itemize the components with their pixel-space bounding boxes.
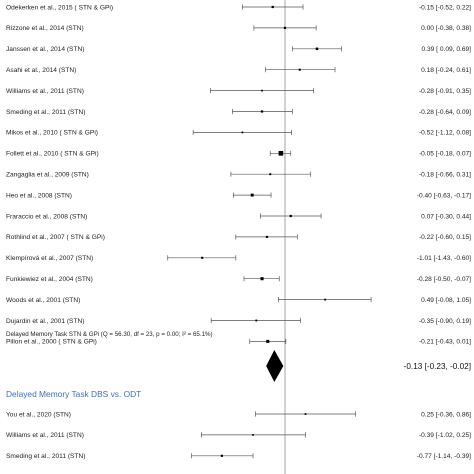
study-row: Fraraccio et al., 2008 (STN) 0.07 [-0.30,…: [6, 213, 471, 220]
study-point-estimate: [260, 110, 264, 113]
study-point-estimate: [283, 26, 287, 29]
study-row: Asahi et al., 2014 (STN) 0.18 [-0.24, 0.6…: [6, 67, 471, 74]
study-estimate-text: 0.07 [-0.30, 0.44]: [421, 213, 471, 220]
study-estimate-text: -0.28 [-0.50, -0.07]: [417, 276, 471, 283]
study-estimate-text: -0.05 [-0.18, 0.07]: [419, 151, 471, 158]
odt-study-estimate-text: 0.25 [-0.36, 0.86]: [421, 411, 471, 418]
study-point-estimate: [241, 131, 244, 134]
study-estimate-text: -0.22 [-0.60, 0.15]: [419, 234, 471, 241]
study-label: Klempírová et al., 2007 (STN): [6, 255, 93, 262]
study-row: Funkiewiez et al., 2004 (STN) -0.28 [-0.5…: [6, 276, 471, 283]
study-point-estimate: [298, 68, 301, 71]
study-point-estimate: [324, 298, 327, 301]
study-estimate-text: -0.40 [-0.63, -0.17]: [417, 192, 471, 199]
study-label: Pillon et al., 2000 ( STN & GPi): [6, 339, 97, 346]
study-point-estimate: [255, 319, 258, 322]
study-label: Dujardin et al., 2001 (STN): [6, 318, 84, 325]
study-point-estimate: [289, 214, 292, 218]
study-label: Mikos et al., 2010 ( STN & GPi): [6, 130, 98, 137]
study-estimate-text: -0.28 [-0.64, 0.09]: [419, 109, 471, 116]
study-estimate-text: -0.52 [-1.12, 0.08]: [419, 130, 471, 137]
study-estimate-text: -0.21 [-0.43, 0.01]: [419, 339, 471, 346]
study-row: Follett et al., 2010 ( STN & GPi) -0.05 […: [6, 151, 471, 158]
study-row: Klempírová et al., 2007 (STN) -1.01 [-1.4…: [6, 255, 471, 262]
summary-diamond: [266, 350, 284, 382]
study-estimate-text: -0.35 [-0.90, 0.19]: [419, 318, 471, 325]
study-estimate-text: 0.18 [-0.24, 0.61]: [421, 67, 471, 74]
study-row: Zangaglia et al., 2009 (STN) -0.18 [-0.66…: [6, 172, 471, 179]
study-label: Williams et al., 2011 (STN): [6, 88, 84, 95]
odt-study-point-estimate: [304, 413, 307, 415]
study-row: Janssen et al., 2014 (STN) 0.39 [ 0.09, 0…: [6, 46, 471, 53]
study-row: Smeding et al., 2011 (STN) -0.28 [-0.64, …: [6, 109, 471, 116]
study-point-estimate: [315, 47, 319, 51]
odt-study-label: You et al., 2020 (STN): [6, 411, 71, 418]
study-label: Heo et al., 2008 (STN): [6, 192, 72, 199]
summary-estimate-text: -0.13 [-0.23, -0.02]: [404, 362, 471, 371]
study-estimate-text: -0.18 [-0.66, 0.31]: [419, 172, 471, 179]
study-point-estimate: [269, 173, 272, 176]
odt-study-estimate-text: -0.39 [-1.02, 0.25]: [419, 432, 471, 439]
study-point-estimate: [250, 193, 254, 197]
odt-study-row: Smeding et al., 2011 (STN) -0.77 [-1.14, …: [6, 453, 471, 460]
study-label: Smeding et al., 2011 (STN): [6, 109, 85, 116]
study-point-estimate: [278, 151, 284, 156]
study-label: Rizzone et al., 2014 (STN): [6, 25, 84, 32]
summary-label: Delayed Memory Task STN & GPi (Q = 56.30…: [6, 331, 213, 338]
study-point-estimate: [271, 5, 274, 9]
study-row: Pillon et al., 2000 ( STN & GPi) -0.21 [-…: [6, 339, 471, 346]
study-estimate-text: -0.15 [-0.52, 0.22]: [419, 4, 471, 11]
odt-study-point-estimate: [220, 454, 223, 457]
study-row: Woods et al., 2001 (STN) 0.49 [-0.08, 1.0…: [6, 297, 471, 304]
study-row: Rizzone et al., 2014 (STN) 0.00 [-0.38, 0…: [6, 25, 471, 32]
study-row: Rothlind et al., 2007 ( STN & GPi) -0.22 …: [6, 234, 471, 241]
study-row: Odekerken et al., 2015 ( STN & GPi) -0.15…: [6, 4, 471, 11]
study-estimate-text: 0.39 [ 0.09, 0.69]: [422, 46, 472, 53]
study-row: Williams et al., 2011 (STN) -0.28 [-0.91,…: [6, 88, 471, 95]
study-point-estimate: [260, 277, 264, 281]
study-row: Mikos et al., 2010 ( STN & GPi) -0.52 [-1…: [6, 130, 471, 137]
study-row: Dujardin et al., 2001 (STN) -0.35 [-0.90,…: [6, 318, 471, 325]
study-label: Woods et al., 2001 (STN): [6, 297, 80, 304]
study-estimate-text: 0.00 [-0.38, 0.38]: [421, 25, 471, 32]
study-point-estimate: [266, 339, 270, 343]
odt-study-label: Smeding et al., 2011 (STN): [6, 453, 85, 460]
study-label: Follett et al., 2010 ( STN & GPi): [6, 151, 99, 158]
study-label: Zangaglia et al., 2009 (STN): [6, 172, 89, 179]
odt-study-label: Williams et al., 2011 (STN): [6, 432, 84, 439]
odt-study-estimate-text: -0.77 [-1.14, -0.39]: [417, 453, 471, 460]
study-estimate-text: -1.01 [-1.43, -0.60]: [417, 255, 471, 262]
odt-study-row: Williams et al., 2011 (STN) -0.39 [-1.02,…: [6, 432, 471, 439]
study-point-estimate: [261, 89, 263, 92]
study-row: Heo et al., 2008 (STN) -0.40 [-0.63, -0.1…: [6, 192, 471, 199]
study-label: Funkiewiez et al., 2004 (STN): [6, 276, 93, 283]
section-heading: Delayed Memory Task DBS vs. ODT: [6, 389, 141, 399]
study-label: Asahi et al., 2014 (STN): [6, 67, 76, 74]
study-point-estimate: [265, 235, 269, 238]
study-estimate-text: -0.28 [-0.91, 0.35]: [419, 88, 471, 95]
study-estimate-text: 0.49 [-0.08, 1.05]: [421, 297, 471, 304]
study-label: Janssen et al., 2014 (STN): [6, 46, 84, 53]
study-label: Odekerken et al., 2015 ( STN & GPi): [6, 4, 113, 11]
study-label: Fraraccio et al., 2008 (STN): [6, 213, 87, 220]
study-point-estimate: [201, 256, 204, 259]
odt-study-point-estimate: [252, 434, 254, 436]
study-label: Rothlind et al., 2007 ( STN & GPi): [6, 234, 105, 241]
odt-study-row: You et al., 2020 (STN) 0.25 [-0.36, 0.86]: [6, 411, 471, 418]
